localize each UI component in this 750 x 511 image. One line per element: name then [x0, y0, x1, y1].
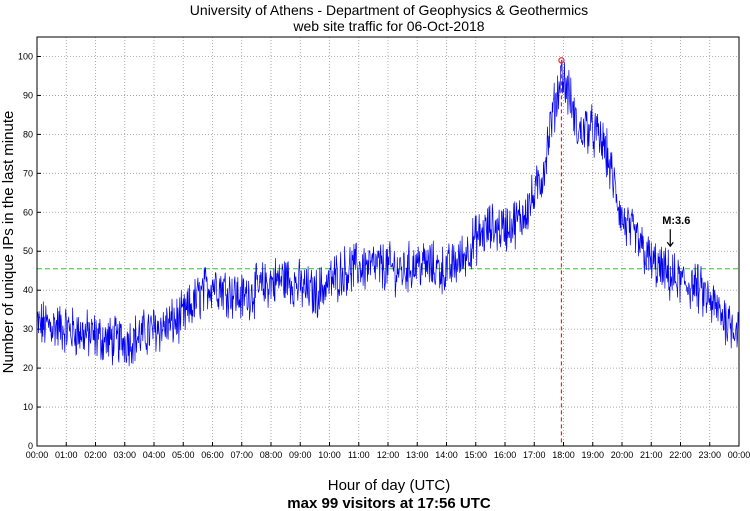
grid	[36, 37, 740, 447]
y-tick-label: 100	[18, 51, 33, 61]
y-tick-label: 10	[23, 402, 33, 412]
y-tick-label: 60	[23, 207, 33, 217]
y-tick-label: 0	[28, 441, 33, 451]
x-tick-label: 04:00	[143, 450, 166, 460]
x-tick-label: 07:00	[230, 450, 253, 460]
magnitude-annotation: M:3.6	[662, 215, 690, 227]
x-tick-label: 19:00	[581, 450, 604, 460]
visitors-series-line	[36, 59, 740, 367]
x-tick-label: 14:00	[435, 450, 458, 460]
y-tick-label: 80	[23, 129, 33, 139]
plot-frame	[36, 36, 740, 447]
x-tick-label: 23:00	[698, 450, 721, 460]
chart-title: University of Athens - Department of Geo…	[190, 2, 588, 18]
x-axis-label: Hour of day (UTC)	[328, 477, 451, 494]
x-tick-label: 10:00	[318, 450, 341, 460]
x-tick-label: 17:00	[523, 450, 546, 460]
y-tick-label: 70	[23, 168, 33, 178]
series-layer	[36, 57, 740, 446]
chart-subtitle: web site traffic for 06-Oct-2018	[292, 18, 484, 34]
x-tick-label: 00:00	[728, 450, 750, 460]
y-tick-label: 40	[23, 285, 33, 295]
x-tick-label: 08:00	[260, 450, 283, 460]
y-axis-label: Number of unique IPs in the last minute	[0, 111, 17, 374]
x-tick-label: 00:00	[26, 450, 49, 460]
x-tick-label: 15:00	[464, 450, 487, 460]
max-visitors-summary: max 99 visitors at 17:56 UTC	[287, 495, 491, 511]
x-tick-label: 11:00	[348, 450, 370, 460]
y-tick-label: 90	[23, 90, 33, 100]
x-tick-label: 22:00	[669, 450, 692, 460]
x-tick-label: 13:00	[406, 450, 429, 460]
x-tick-label: 18:00	[552, 450, 575, 460]
x-tick-label: 02:00	[84, 450, 107, 460]
x-tick-label: 20:00	[611, 450, 634, 460]
y-tick-label: 50	[23, 246, 33, 256]
y-tick-label: 30	[23, 324, 33, 334]
x-tick-label: 06:00	[201, 450, 224, 460]
y-tick-label: 20	[23, 363, 33, 373]
x-tick-label: 16:00	[494, 450, 517, 460]
max-marker-point	[558, 57, 565, 64]
x-tick-label: 05:00	[172, 450, 195, 460]
x-tick-label: 03:00	[113, 450, 136, 460]
y-axis-ticks: 0 10 20 30 40 50 60 70 80 90 100	[18, 51, 41, 451]
x-tick-label: 21:00	[640, 450, 663, 460]
x-axis-ticks: 00:00 01:00 02:00 03:00 04:00 05:00 06:00 07:00…	[26, 442, 750, 460]
annotation-arrow	[666, 229, 674, 248]
x-tick-label: 12:00	[377, 450, 400, 460]
x-tick-label: 09:00	[289, 450, 312, 460]
x-tick-label: 01:00	[55, 450, 78, 460]
